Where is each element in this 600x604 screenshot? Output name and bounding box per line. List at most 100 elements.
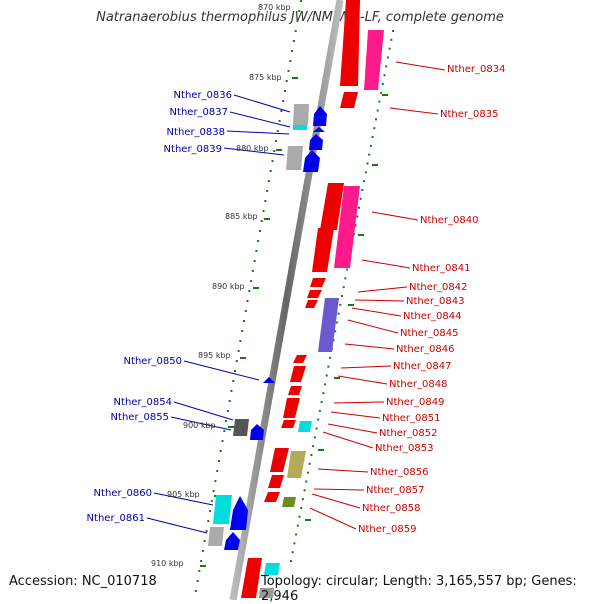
scale-dot	[291, 551, 294, 554]
scale-dot	[300, 507, 303, 509]
scale-dot	[223, 430, 226, 432]
gene-label[interactable]: Nther_0839	[164, 144, 222, 155]
scale-dot	[258, 230, 261, 232]
gene-red-arrow[interactable]	[293, 355, 307, 363]
gene-label[interactable]: Nther_0856	[370, 467, 428, 478]
scale-dot	[369, 144, 372, 147]
gene-gray-box[interactable]	[286, 146, 303, 170]
gene-olive-box[interactable]	[287, 451, 306, 478]
gene-label[interactable]: Nther_0860	[94, 488, 152, 499]
gene-label[interactable]: Nther_0841	[412, 263, 470, 274]
gene-label[interactable]: Nther_0858	[362, 503, 420, 514]
gene-blue-arrow[interactable]	[224, 532, 240, 550]
scale-dot	[293, 542, 296, 545]
gene-red-arrow[interactable]	[320, 183, 344, 230]
gene-label[interactable]: Nther_0842	[409, 282, 467, 293]
scale-dot	[361, 189, 364, 191]
scale-dot	[358, 206, 360, 209]
gene-cyan-box[interactable]	[264, 563, 280, 575]
scale-dot	[246, 300, 249, 302]
gene-red-arrow[interactable]	[312, 228, 334, 272]
gene-blue-arrow[interactable]	[263, 377, 275, 383]
gene-gray-box[interactable]	[259, 588, 274, 598]
gene-red-arrow[interactable]	[264, 492, 280, 502]
gene-gray-box[interactable]	[293, 104, 309, 125]
scale-dot	[324, 383, 326, 386]
gene-label[interactable]: Nther_0857	[366, 485, 424, 496]
gene-cyan-box[interactable]	[298, 421, 312, 432]
gene-label[interactable]: Nther_0843	[406, 296, 464, 307]
gene-red-arrow[interactable]	[340, 92, 358, 108]
gene-label[interactable]: Nther_0846	[396, 344, 454, 355]
scale-dot	[341, 295, 343, 297]
gene-label[interactable]: Nther_0847	[393, 361, 451, 372]
leader-line	[344, 343, 395, 350]
scale-dot	[301, 498, 304, 501]
gene-pink-box[interactable]	[364, 30, 384, 90]
leader-line	[361, 259, 411, 269]
gene-gray-box[interactable]	[208, 527, 224, 546]
gene-purple-box[interactable]	[318, 298, 339, 352]
gene-label[interactable]: Nther_0837	[170, 107, 228, 118]
gene-blue-arrow[interactable]	[313, 106, 327, 126]
gene-pink-box[interactable]	[334, 186, 360, 268]
scale-dot	[312, 445, 315, 448]
scale-dot	[334, 330, 337, 333]
scale-dot	[383, 74, 386, 77]
gene-label[interactable]: Nther_0859	[358, 524, 416, 535]
gene-blue-arrow[interactable]	[250, 424, 264, 440]
gene-label[interactable]: Nther_0844	[403, 311, 461, 322]
scale-dot	[339, 303, 342, 306]
gene-red-arrow[interactable]	[268, 475, 284, 488]
gene-red-arrow[interactable]	[241, 558, 262, 598]
gene-label[interactable]: Nther_0845	[400, 328, 458, 339]
scale-dot	[217, 460, 220, 462]
scale-dot	[295, 533, 298, 536]
scale-dot	[318, 409, 321, 412]
gene-red-arrow[interactable]	[305, 300, 318, 308]
gene-red-arrow[interactable]	[270, 448, 289, 472]
scale-label: 885 kbp	[225, 212, 258, 221]
scale-dot	[282, 100, 285, 102]
scale-dot	[209, 510, 212, 512]
gene-red-arrow[interactable]	[340, 0, 360, 86]
gene-blue-arrow[interactable]	[309, 134, 323, 150]
gene-cyan-box[interactable]	[293, 125, 307, 130]
scale-dot	[264, 200, 267, 202]
gene-blue-arrow[interactable]	[230, 496, 248, 530]
gene-label[interactable]: Nther_0850	[124, 356, 182, 367]
scale-label: 900 kbp	[183, 421, 216, 430]
gene-label[interactable]: Nther_0835	[440, 109, 498, 120]
gene-label[interactable]: Nther_0861	[87, 513, 145, 524]
gene-label[interactable]: Nther_0852	[379, 428, 437, 439]
scale-dot	[373, 127, 376, 130]
gene-olive-box[interactable]	[282, 497, 296, 507]
scale-dot	[315, 427, 318, 430]
gene-blue-arrow[interactable]	[313, 127, 325, 132]
gene-red-arrow[interactable]	[288, 386, 302, 395]
gene-red-arrow[interactable]	[307, 290, 322, 298]
gene-red-arrow[interactable]	[310, 278, 326, 287]
gene-red-arrow[interactable]	[283, 398, 300, 418]
gene-label[interactable]: Nther_0849	[386, 397, 444, 408]
gene-cyan-box[interactable]	[213, 495, 232, 524]
gene-red-arrow[interactable]	[281, 420, 296, 428]
gene-label[interactable]: Nther_0838	[167, 127, 225, 138]
scale-dot	[216, 470, 219, 472]
gene-label[interactable]: Nther_0854	[114, 397, 172, 408]
gene-label[interactable]: Nther_0834	[447, 64, 505, 75]
gene-blue-arrow[interactable]	[303, 150, 320, 172]
accession-label: Accession: NC_010718	[9, 574, 157, 589]
gene-label[interactable]: Nther_0848	[389, 379, 447, 390]
leader-line	[146, 517, 208, 534]
leader-line	[357, 286, 408, 293]
gene-label[interactable]: Nther_0836	[174, 90, 232, 101]
gene-label[interactable]: Nther_0853	[375, 443, 433, 454]
gene-gray-box[interactable]	[233, 419, 249, 436]
leader-line	[337, 375, 388, 385]
gene-red-arrow[interactable]	[290, 366, 306, 382]
genome-backbone	[229, 0, 344, 600]
gene-label[interactable]: Nther_0851	[382, 413, 440, 424]
gene-label[interactable]: Nther_0855	[111, 412, 169, 423]
gene-label[interactable]: Nther_0840	[420, 215, 478, 226]
